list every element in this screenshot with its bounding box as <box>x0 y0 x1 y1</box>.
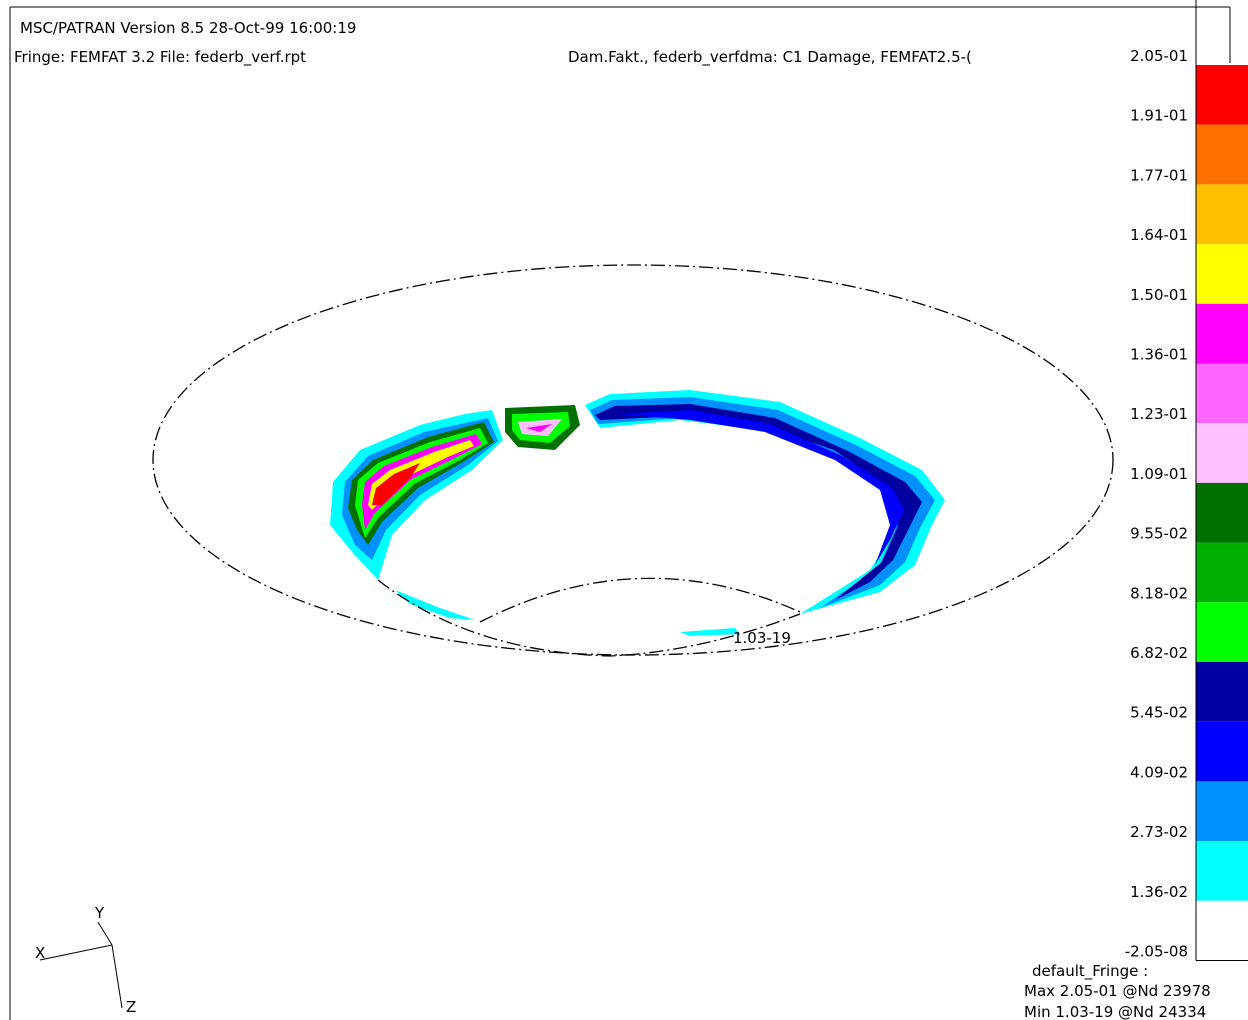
legend-label: 6.82-02 <box>1130 644 1188 662</box>
legend-label: 1.23-01 <box>1130 405 1188 423</box>
legend-band <box>1196 483 1248 543</box>
header-title: Dam.Fakt., federb_verfdma: C1 Damage, FE… <box>568 48 972 67</box>
legend-band <box>1196 543 1248 603</box>
background <box>0 0 1248 1020</box>
footer-line1: default_Fringe : <box>1032 962 1148 981</box>
legend-label: 9.55-02 <box>1130 525 1188 543</box>
legend-label: 2.05-01 <box>1130 47 1188 65</box>
legend-band <box>1196 244 1248 304</box>
legend-band <box>1196 901 1248 961</box>
legend-label: 1.64-01 <box>1130 226 1188 244</box>
legend-band <box>1196 423 1248 483</box>
legend-band <box>1196 781 1248 841</box>
legend-label: -2.05-08 <box>1125 943 1188 961</box>
legend-band <box>1196 364 1248 424</box>
legend-label: 1.77-01 <box>1130 166 1188 184</box>
legend-label: 1.36-02 <box>1130 883 1188 901</box>
legend-band <box>1196 304 1248 364</box>
legend-band <box>1196 841 1248 901</box>
legend-band <box>1196 722 1248 782</box>
legend-label: 1.91-01 <box>1130 107 1188 125</box>
axis-x-label: X <box>35 944 45 962</box>
header-line2: Fringe: FEMFAT 3.2 File: federb_verf.rpt <box>14 48 306 67</box>
legend-label: 1.50-01 <box>1130 286 1188 304</box>
axis-y-label: Y <box>94 904 105 922</box>
footer-line2: Max 2.05-01 @Nd 23978 <box>1024 982 1211 1000</box>
legend-label: 2.73-02 <box>1130 823 1188 841</box>
legend-label: 4.09-02 <box>1130 763 1188 781</box>
legend-band <box>1196 662 1248 722</box>
legend-label: 5.45-02 <box>1130 704 1188 722</box>
legend-band <box>1196 184 1248 244</box>
min-marker: 1.03-19 <box>733 629 791 647</box>
legend-label: 8.18-02 <box>1130 584 1188 602</box>
axis-z-label: Z <box>126 998 136 1016</box>
header-line1: MSC/PATRAN Version 8.5 28-Oct-99 16:00:1… <box>20 19 356 37</box>
legend-band <box>1196 125 1248 185</box>
viewport: MSC/PATRAN Version 8.5 28-Oct-99 16:00:1… <box>0 0 1248 1020</box>
legend-band <box>1196 602 1248 662</box>
legend-label: 1.09-01 <box>1130 465 1188 483</box>
legend-band <box>1196 65 1248 125</box>
legend-label: 1.36-01 <box>1130 346 1188 364</box>
footer-line3: Min 1.03-19 @Nd 24334 <box>1024 1003 1206 1020</box>
